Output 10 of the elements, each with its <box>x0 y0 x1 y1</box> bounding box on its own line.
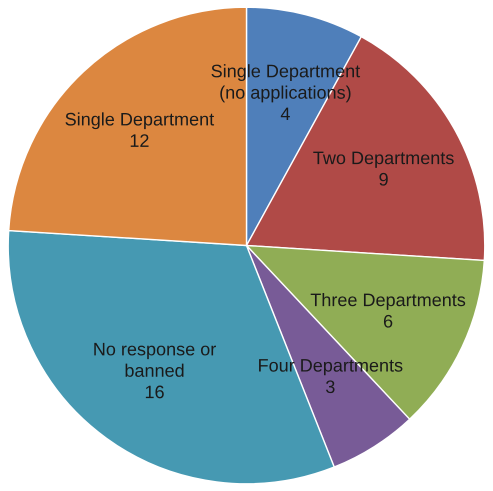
data-label: 4 <box>280 108 290 120</box>
data-label: 16 <box>146 386 164 398</box>
slice-label: Single Department <box>65 112 214 130</box>
data-label: 9 <box>379 172 388 186</box>
slice-label: Two Departments <box>313 152 454 168</box>
data-label: 6 <box>384 314 392 328</box>
slice-label: No response or banned <box>94 342 216 377</box>
data-label: 12 <box>130 134 149 147</box>
data-label: 3 <box>326 380 335 394</box>
slice-label: Three Departments <box>310 292 466 310</box>
